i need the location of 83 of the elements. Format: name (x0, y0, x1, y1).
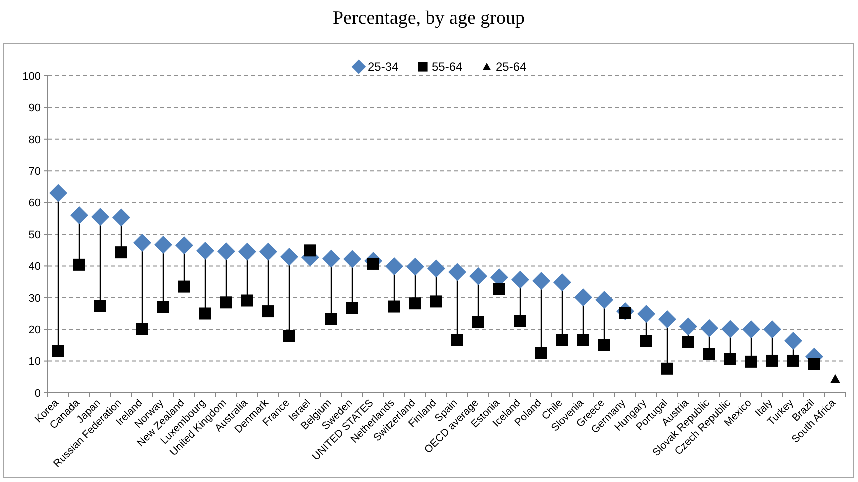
point (556, 334, 568, 346)
point (448, 263, 466, 282)
point (218, 242, 236, 261)
point (638, 305, 656, 324)
point (154, 236, 172, 254)
point (388, 300, 400, 313)
point (430, 296, 442, 308)
point (704, 348, 716, 360)
point (596, 291, 614, 310)
point (784, 332, 802, 350)
point (116, 246, 128, 259)
legend-label: 25-34 (368, 60, 400, 74)
legend-label: 25-64 (496, 60, 528, 74)
point (112, 208, 130, 227)
point (682, 336, 694, 348)
point (326, 313, 338, 326)
point (574, 288, 592, 307)
point (598, 339, 610, 352)
point (764, 320, 782, 339)
chart-title: Percentage, by age group (332, 8, 526, 29)
point (788, 354, 800, 367)
y-tick-label: 80 (28, 134, 41, 146)
y-tick-label: 60 (28, 198, 41, 210)
point (472, 316, 484, 328)
point (512, 270, 530, 289)
y-tick-label: 40 (28, 261, 41, 274)
point (136, 323, 148, 336)
point (410, 298, 422, 310)
point (554, 274, 572, 292)
y-tick-label: 0 (34, 388, 41, 400)
point (92, 208, 110, 226)
point (724, 353, 736, 366)
point (242, 294, 254, 307)
point (178, 280, 190, 293)
point (452, 334, 464, 346)
y-tick-label: 20 (28, 324, 41, 336)
y-tick-label: 100 (22, 70, 41, 83)
point (196, 242, 214, 260)
y-tick-label: 90 (28, 102, 41, 115)
point (284, 330, 296, 342)
point (280, 248, 298, 266)
point (70, 206, 88, 224)
point (74, 258, 86, 271)
point (50, 184, 68, 202)
point (304, 244, 316, 257)
point (158, 301, 170, 314)
point (700, 319, 718, 338)
point (680, 318, 698, 336)
point (746, 356, 758, 368)
point (494, 283, 506, 296)
point (640, 335, 652, 348)
point (536, 347, 548, 360)
y-tick-label: 10 (28, 356, 41, 368)
point (176, 236, 194, 255)
point (386, 258, 404, 276)
point (808, 358, 820, 370)
point (830, 374, 840, 384)
y-tick-label: 50 (28, 229, 41, 242)
point (262, 306, 274, 318)
point (260, 242, 278, 261)
point (514, 315, 526, 328)
point (722, 320, 740, 338)
point (662, 362, 674, 375)
y-tick-label: 30 (28, 292, 41, 305)
point (200, 308, 212, 320)
legend-label: 55-64 (432, 60, 464, 74)
point (658, 310, 676, 328)
point (428, 260, 446, 278)
point (322, 250, 340, 268)
point (532, 272, 550, 290)
point (346, 302, 358, 314)
point (344, 250, 362, 268)
point (94, 300, 106, 312)
point (238, 242, 256, 261)
point (766, 354, 778, 367)
point (742, 320, 760, 339)
point (470, 267, 488, 286)
point (134, 234, 152, 252)
y-tick-label: 70 (28, 166, 41, 178)
point (52, 345, 64, 358)
point (220, 296, 232, 309)
point (406, 258, 424, 276)
point (578, 334, 590, 346)
